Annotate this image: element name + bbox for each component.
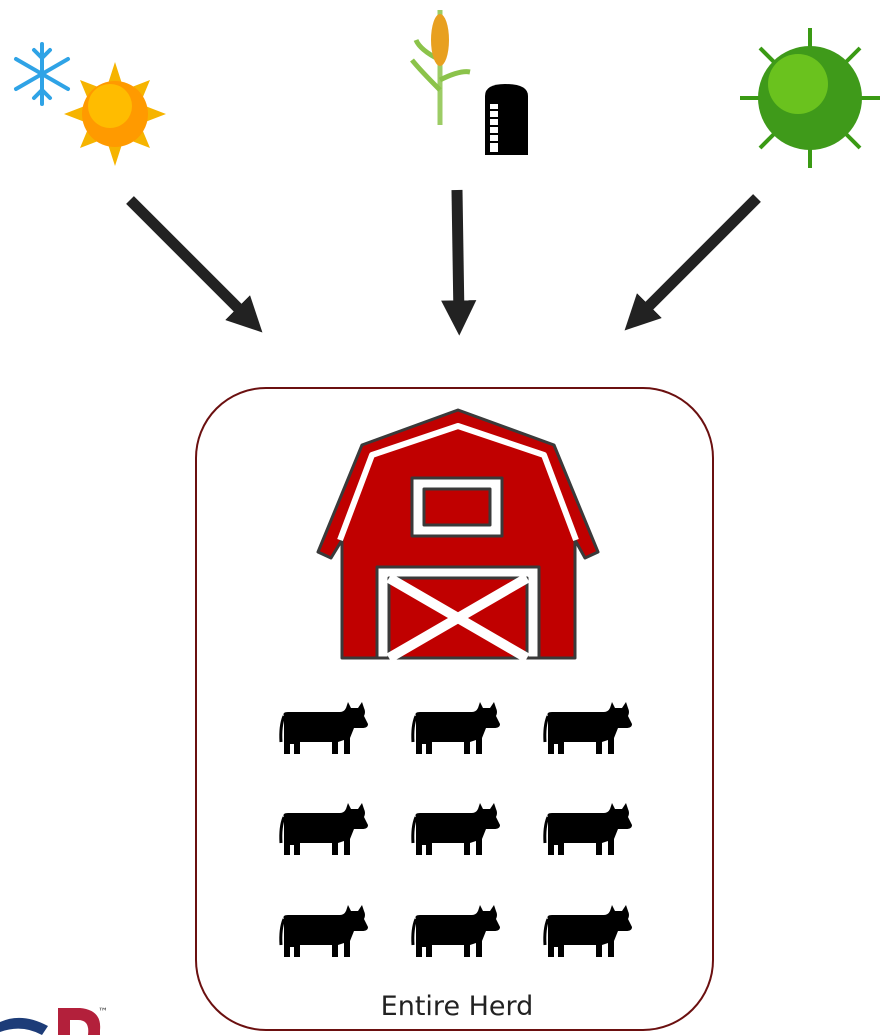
virus-icon xyxy=(740,28,880,168)
cows xyxy=(281,702,632,957)
page: {"diagram": {"group_label": "Entire Herd… xyxy=(0,0,890,1035)
group-label: Entire Herd xyxy=(381,991,534,1022)
arrows xyxy=(130,190,757,320)
sun-icon xyxy=(64,62,166,166)
diagram: Entire Herd ™ xyxy=(0,0,890,1035)
barn-icon xyxy=(318,410,598,658)
snowflake-icon xyxy=(16,44,68,104)
logo-trademark: ™ xyxy=(98,1007,108,1018)
corn-icon xyxy=(412,10,470,125)
logo: ™ xyxy=(0,1007,108,1035)
silo-icon xyxy=(485,84,528,155)
